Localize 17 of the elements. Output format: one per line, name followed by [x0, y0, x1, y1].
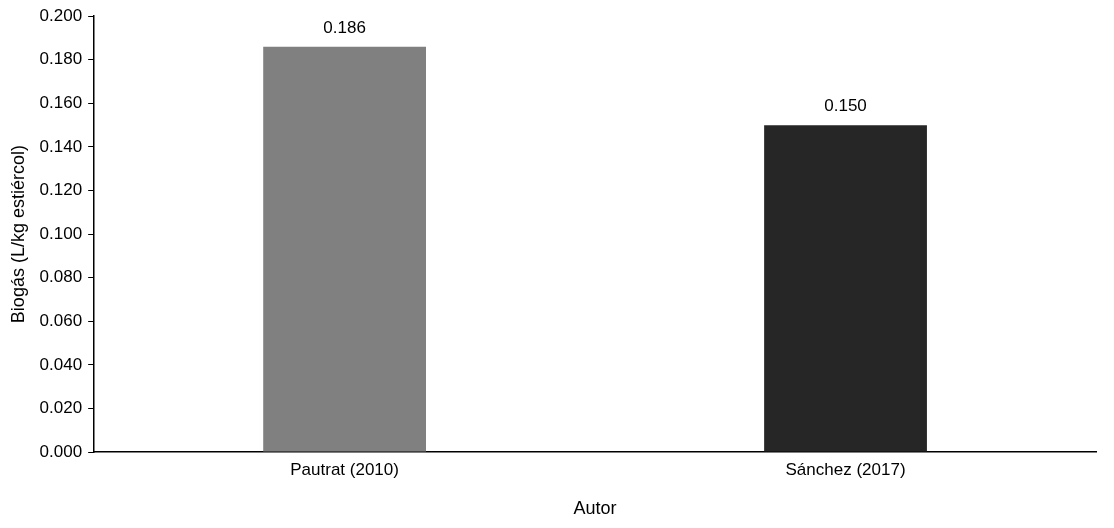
- data-label: 0.150: [824, 96, 867, 116]
- y-tick-label: 0.000: [39, 441, 83, 461]
- y-tick-label: 0.040: [39, 354, 83, 374]
- x-tick-label: Sánchez (2017): [785, 459, 906, 479]
- y-tick-label: 0.020: [39, 398, 83, 418]
- y-tick-label: 0.120: [39, 180, 83, 200]
- y-tick-label: 0.060: [39, 310, 83, 330]
- y-axis-title: Biogás (L/kg estiércol): [7, 145, 28, 324]
- x-axis-title: Autor: [573, 498, 617, 519]
- data-label: 0.186: [323, 17, 366, 37]
- y-tick-label: 0.100: [39, 223, 83, 243]
- y-tick-label: 0.140: [39, 136, 83, 156]
- y-tick-label: 0.200: [39, 5, 83, 25]
- y-tick-label: 0.080: [39, 267, 83, 287]
- y-tick-label: 0.160: [39, 93, 83, 113]
- y-tick-label: 0.180: [39, 49, 83, 69]
- x-tick-label: Pautrat (2010): [290, 459, 399, 479]
